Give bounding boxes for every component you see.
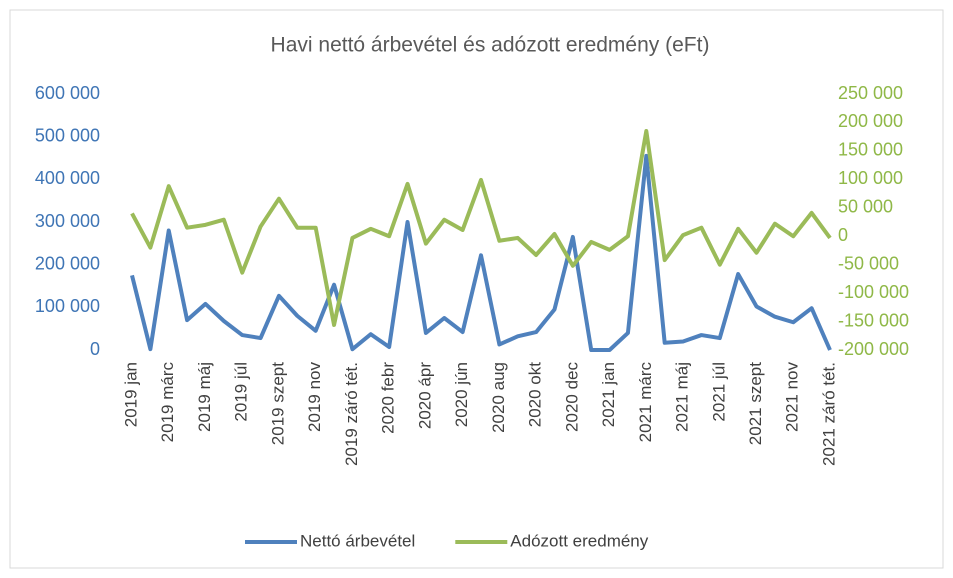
x-tick-label: 2021 júl (709, 362, 728, 422)
y-tick-label: -200 000 (838, 339, 909, 359)
y-tick-label: 250 000 (838, 83, 903, 103)
y-tick-label: 500 000 (35, 125, 100, 145)
y-tick-label: 600 000 (35, 83, 100, 103)
y-tick-label: 200 000 (838, 111, 903, 131)
x-tick-label: 2021 záró tét. (819, 362, 838, 466)
x-tick-label: 2019 jan (121, 362, 140, 427)
x-tick-label: 2019 máj (195, 362, 214, 432)
y-tick-label: -100 000 (838, 282, 909, 302)
legend-label: Adózott eredmény (510, 531, 648, 550)
x-tick-label: 2019 záró tét. (342, 362, 361, 466)
x-tick-label: 2020 okt (526, 362, 545, 427)
x-tick-label: 2019 márc (158, 362, 177, 443)
y-tick-label: 300 000 (35, 211, 100, 231)
y-tick-label: 0 (838, 225, 848, 245)
x-tick-label: 2020 ápr (415, 362, 434, 429)
x-tick-label: 2020 dec (562, 362, 581, 432)
y-tick-label: 200 000 (35, 253, 100, 273)
line-series (130, 128, 832, 327)
y-tick-label: 100 000 (838, 168, 903, 188)
line-series (130, 153, 832, 352)
x-tick-label: 2021 márc (636, 362, 655, 443)
y-tick-label: -150 000 (838, 310, 909, 330)
x-tick-label: 2021 jan (599, 362, 618, 427)
y-tick-label: 150 000 (838, 140, 903, 160)
x-tick-label: 2019 júl (232, 362, 251, 422)
y-tick-label: 50 000 (838, 197, 893, 217)
x-tick-label: 2021 nov (783, 362, 802, 432)
y-tick-label: 100 000 (35, 296, 100, 316)
x-tick-label: 2021 szept (746, 362, 765, 445)
x-tick-label: 2019 nov (305, 362, 324, 432)
x-tick-label: 2020 jún (452, 362, 471, 427)
chart-frame (9, 9, 944, 569)
legend-label: Nettó árbevétel (300, 531, 415, 550)
x-tick-label: 2021 máj (673, 362, 692, 432)
x-tick-label: 2019 szept (268, 362, 287, 445)
y-tick-label: 0 (90, 339, 100, 359)
y-tick-label: 400 000 (35, 168, 100, 188)
x-tick-label: 2020 febr (379, 362, 398, 434)
y-tick-label: -50 000 (838, 253, 899, 273)
x-tick-label: 2020 aug (489, 362, 508, 433)
chart-title: Havi nettó árbevétel és adózott eredmény… (271, 34, 710, 57)
